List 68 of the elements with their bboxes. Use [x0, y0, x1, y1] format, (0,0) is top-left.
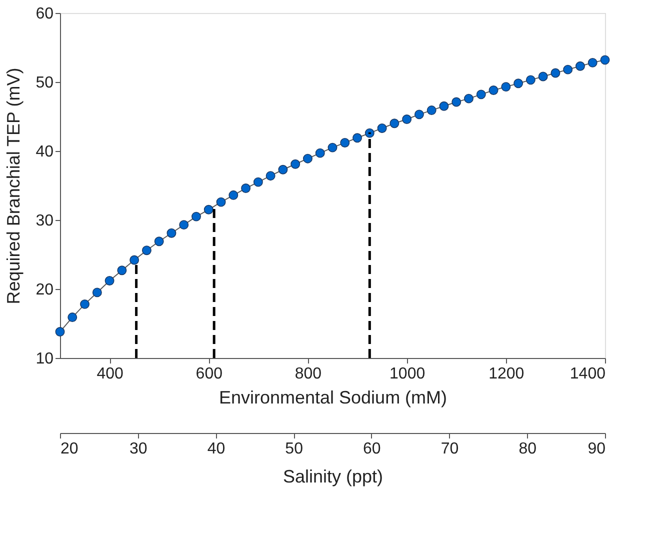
- point: [476, 90, 486, 100]
- point: [142, 246, 152, 256]
- point: [377, 124, 387, 133]
- point: [241, 184, 251, 193]
- point: [266, 171, 276, 181]
- point: [290, 159, 300, 169]
- point: [390, 118, 400, 128]
- x-tick-label: 1400: [570, 366, 606, 382]
- point: [414, 110, 424, 120]
- x2-tick-label: 70: [440, 440, 459, 458]
- x2-tick-label: 30: [129, 440, 148, 458]
- point: [204, 204, 214, 214]
- x-tick-label: 800: [294, 366, 322, 382]
- point: [488, 86, 498, 95]
- point: [352, 133, 362, 143]
- point: [278, 164, 288, 174]
- point: [104, 276, 114, 286]
- point: [315, 148, 325, 158]
- point: [179, 220, 189, 230]
- y-tick-label: 20: [36, 282, 54, 298]
- point: [563, 64, 573, 74]
- y-tick-label: 10: [36, 350, 54, 368]
- point: [68, 312, 78, 322]
- y-tick-label: 40: [36, 144, 54, 160]
- point: [154, 236, 164, 246]
- x2-tick-label: 80: [518, 440, 537, 458]
- x2-axis-title: Salinity (ppt): [282, 466, 384, 486]
- x-axis-title: Environmental Sodium (mM): [218, 388, 448, 408]
- point: [452, 97, 462, 107]
- point: [80, 299, 90, 309]
- x-tick-label: 1200: [488, 366, 524, 382]
- point: [600, 55, 610, 65]
- x2-tick-label: 60: [363, 440, 381, 458]
- point: [340, 138, 350, 148]
- x2-tick-label: 90: [588, 440, 606, 458]
- point: [550, 68, 560, 78]
- point: [130, 255, 140, 265]
- point: [501, 82, 511, 92]
- point: [526, 75, 536, 85]
- point: [302, 154, 312, 164]
- y-axis-title: Required Branchial TEP (mV): [4, 68, 24, 304]
- x2-tick-label: 50: [285, 440, 304, 458]
- point: [55, 327, 65, 336]
- point: [402, 114, 412, 124]
- x-tick-label: 400: [96, 366, 124, 382]
- point: [253, 177, 263, 187]
- point: [364, 128, 374, 138]
- point: [328, 142, 338, 152]
- point: [192, 212, 201, 222]
- x-tick-label: 1000: [390, 366, 426, 382]
- y-tick-label: 30: [36, 212, 54, 230]
- x2-tick-label: 20: [60, 440, 78, 458]
- point: [514, 78, 524, 88]
- point: [216, 197, 226, 207]
- x2-tick-label: 40: [207, 440, 226, 458]
- point: [588, 58, 598, 68]
- y-tick-label: 50: [36, 74, 54, 92]
- point: [426, 106, 436, 116]
- point: [228, 190, 238, 200]
- point: [92, 288, 102, 298]
- point: [166, 228, 176, 238]
- point: [117, 266, 127, 276]
- point: [538, 72, 548, 82]
- point: [464, 94, 474, 104]
- point: [439, 101, 449, 111]
- y-tick-label: 60: [36, 6, 54, 22]
- x-tick-label: 600: [196, 366, 223, 382]
- point: [575, 61, 585, 71]
